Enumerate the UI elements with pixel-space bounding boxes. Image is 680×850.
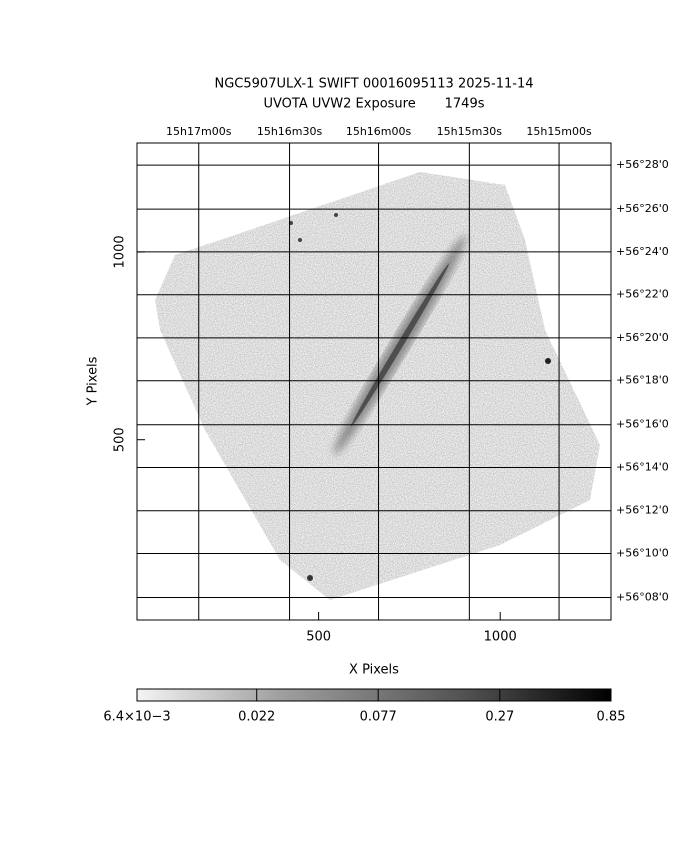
dec-tick-label: +56°24'0 (616, 245, 669, 258)
dec-tick-label: +56°28'0 (616, 158, 669, 171)
dec-tick-label: +56°22'0 (616, 288, 669, 301)
dec-tick-label: +56°26'0 (616, 202, 669, 215)
colorbar-tick-label: 0.85 (597, 710, 626, 725)
sky-image (155, 172, 600, 600)
colorbar-tick-label: 0.077 (360, 710, 397, 725)
dec-tick-label: +56°12'0 (616, 504, 669, 517)
colorbar (136, 688, 612, 702)
subtitle: UVOTA UVW2 Exposure 1749s (264, 97, 485, 112)
ra-tick-label: 15h16m30s (257, 125, 323, 138)
star (298, 238, 302, 242)
ra-tick-label: 15h15m30s (437, 125, 503, 138)
y-axis-label: Y Pixels (86, 356, 101, 406)
y-tick-label: 500 (113, 427, 128, 452)
dec-tick-label: +56°20'0 (616, 331, 669, 344)
ra-tick-label: 15h17m00s (166, 125, 232, 138)
x-axis-label: X Pixels (349, 663, 399, 678)
star (307, 575, 313, 581)
dec-tick-label: +56°16'0 (616, 418, 669, 431)
dec-tick-label: +56°18'0 (616, 374, 669, 387)
plot-frame (136, 142, 612, 621)
dec-tick-label: +56°10'0 (616, 547, 669, 560)
y-tick-label: 1000 (113, 235, 128, 268)
colorbar-tick-label: 0.27 (485, 710, 514, 725)
star (545, 358, 551, 364)
ra-tick-label: 15h16m00s (346, 125, 412, 138)
title: NGC5907ULX-1 SWIFT 00016095113 2025-11-1… (215, 77, 534, 92)
x-tick-label: 1000 (484, 630, 517, 645)
star (334, 213, 338, 217)
dec-tick-label: +56°14'0 (616, 461, 669, 474)
galaxy-core (351, 263, 449, 427)
colorbar-tick-label: 6.4×10−3 (103, 710, 170, 725)
colorbar-tick-label: 0.022 (238, 710, 275, 725)
ra-tick-label: 15h15m00s (526, 125, 592, 138)
dec-tick-label: +56°08'0 (616, 590, 669, 603)
x-tick-label: 500 (306, 630, 331, 645)
